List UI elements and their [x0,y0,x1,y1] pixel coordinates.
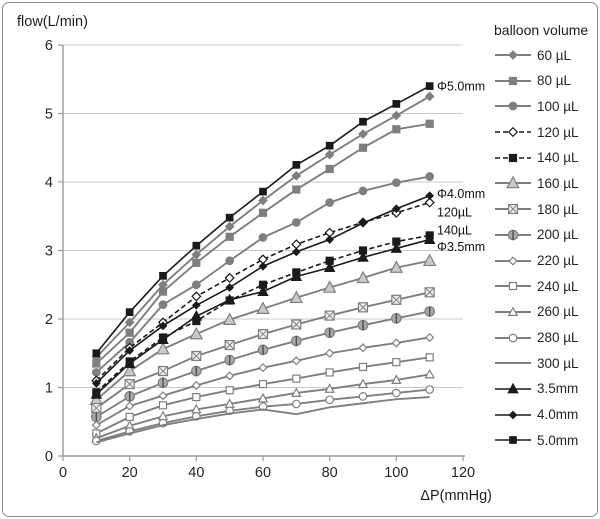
legend-item-280uL: 280 µL [494,330,598,346]
series-220uL [91,332,435,430]
legend-swatch-300uL [495,362,531,365]
legend-swatch-160uL [495,176,531,189]
y-tick-label-6: 6 [45,38,53,54]
legend-item-4.0mm: 4.0mm [494,407,598,423]
legend-swatch-3.5mm [495,382,531,394]
legend-swatch-60uL [495,50,531,60]
legend-label-200uL: 200 µL [537,227,579,243]
legend-swatch-80uL [495,76,531,85]
x-tick-label-120: 120 [451,465,475,481]
y-tick-label-5: 5 [45,107,53,123]
legend-title: balloon volume [494,22,589,38]
series-line-100uL [95,175,430,374]
legend-label-4.0mm: 4.0mm [537,407,579,423]
y-tick-label-2: 2 [45,312,53,328]
legend-item-240uL: 240 µL [494,278,598,294]
series-4.0mm [91,191,435,388]
legend-item-60uL: 60 µL [494,47,598,63]
legend-item-140uL: 140 µL [494,150,598,166]
plot-annotation-3: 140µL [437,223,472,237]
series-line-60uL [95,95,431,359]
legend-items: 60 µL 80 µL 100 µL 120 µL 140 µL 160 µL 180 µL… [494,47,598,458]
y-tick-label-3: 3 [45,244,53,260]
x-axis-title: ΔP(mmHg) [420,488,492,504]
legend-swatch-5.0mm [495,436,531,445]
legend-swatch-120uL [495,126,531,138]
series-5.0mm [92,82,434,358]
plot-annotation-4: Φ3.5mm [437,240,485,254]
series-260uL [91,368,435,443]
y-axis-title: flow(L/min) [17,14,88,30]
series-line-300uL [96,396,430,444]
plot-annotation-2: 120µL [437,206,472,220]
legend-item-100uL: 100 µL [494,98,598,114]
legend-item-3.5mm: 3.5mm [494,381,598,397]
legend-label-140uL: 140 µL [537,150,579,166]
legend-label-300uL: 300 µL [537,355,579,371]
series-300uL [96,396,430,444]
series-line-120uL [95,201,430,382]
legend-item-80uL: 80 µL [494,73,598,89]
legend-item-260uL: 260 µL [494,304,598,320]
legend-swatch-260uL [495,306,531,316]
legend-swatch-220uL [495,255,531,266]
legend-item-160uL: 160 µL [494,175,598,191]
legend-label-180uL: 180 µL [537,201,579,217]
legend-swatch-140uL [495,153,531,162]
legend-label-60uL: 60 µL [537,47,572,63]
legend-item-200uL: 200 µL [494,227,598,243]
series-60uL [91,91,435,363]
x-tick-label-80: 80 [322,465,338,481]
legend-item-180uL: 180 µL [494,201,598,217]
series-80uL [92,119,434,368]
legend-label-260uL: 260 µL [537,304,579,320]
legend-swatch-100uL [495,102,531,111]
legend-swatch-180uL [495,204,531,215]
legend-item-120uL: 120 µL [494,124,598,140]
series-line-140uL [95,234,430,393]
series-240uL [92,353,434,438]
legend-swatch-280uL [495,333,531,342]
x-tick-label-100: 100 [384,465,408,481]
legend-swatch-200uL [495,229,531,241]
series-200uL [90,306,436,423]
legend-label-80uL: 80 µL [537,73,572,89]
series-160uL [89,253,437,406]
x-tick-label-40: 40 [188,465,204,481]
legend-label-220uL: 220 µL [537,253,579,268]
series-3.5mm [90,233,436,399]
legend-swatch-4.0mm [495,410,531,419]
legend-item-300uL: 300 µL [494,355,598,371]
legend-swatch-240uL [495,282,531,291]
y-tick-label-4: 4 [45,175,53,191]
legend-label-5.0mm: 5.0mm [537,432,579,448]
legend-item-220uL: 220 µL [494,253,598,269]
legend-label-280uL: 280 µL [537,330,579,346]
legend-label-100uL: 100 µL [537,98,579,114]
y-tick-label-1: 1 [45,381,53,397]
x-tick-label-20: 20 [122,465,138,481]
legend-label-240uL: 240 µL [537,278,579,294]
legend-label-120uL: 120 µL [537,124,579,140]
plot-annotation-0: Φ5.0mm [437,79,485,93]
x-tick-label-0: 0 [59,465,67,481]
x-tick-label-60: 60 [255,465,271,481]
plot-annotation-1: Φ4.0mm [437,187,485,201]
legend-item-5.0mm: 5.0mm [494,432,598,448]
legend-label-160uL: 160 µL [537,175,579,191]
series-line-80uL [95,122,430,365]
legend: balloon volume 60 µL 80 µL 100 µL 120 µL 140… [494,22,598,458]
y-tick-label-0: 0 [45,449,53,465]
series-100uL [91,172,435,377]
legend-label-3.5mm: 3.5mm [537,381,579,397]
series-180uL [91,287,435,414]
